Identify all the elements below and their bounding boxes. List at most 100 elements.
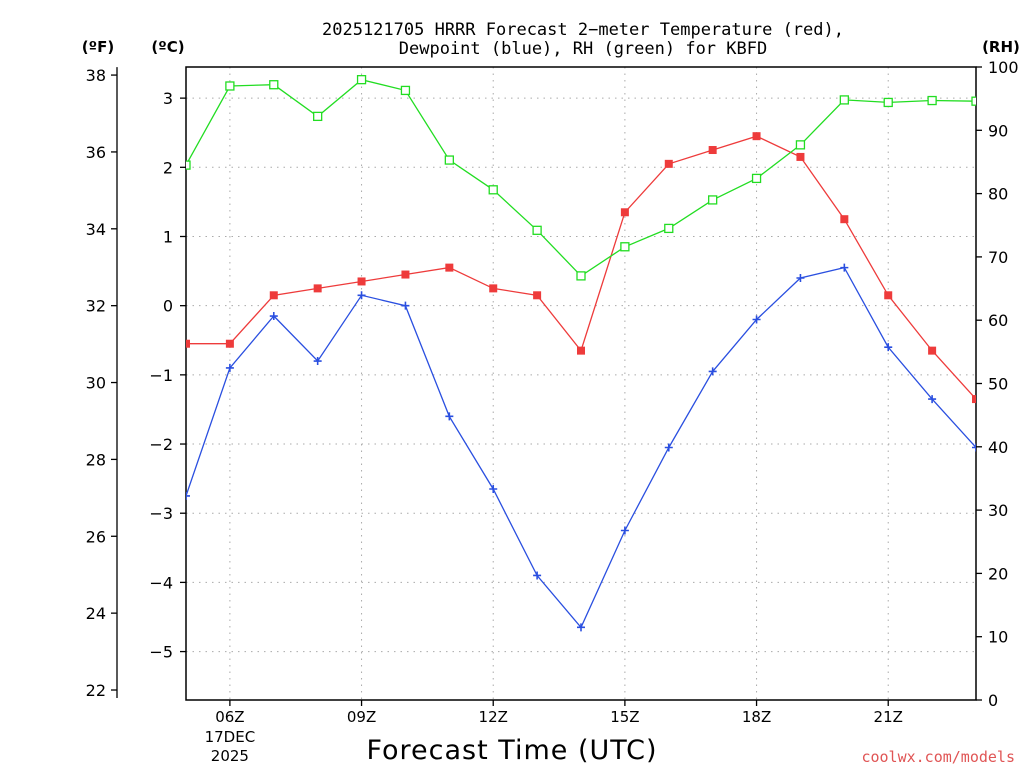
rh-tick-label: 20	[988, 564, 1008, 583]
rh-point	[269, 80, 279, 90]
temperature-point	[401, 270, 410, 279]
temperature-point	[884, 291, 893, 300]
chart-title-line1: 2025121705 HRRR Forecast 2−meter Tempera…	[322, 20, 844, 40]
fahrenheit-tick-label: 22	[86, 681, 106, 700]
dewpoint-point	[840, 263, 849, 272]
temperature-point	[357, 277, 366, 286]
dewpoint-point	[577, 623, 585, 632]
x-axis-label: Forecast Time (UTC)	[366, 735, 657, 766]
celsius-tick-label: 1	[163, 227, 173, 246]
x-tick-label: 09Z	[347, 708, 376, 726]
temperature-point	[533, 291, 542, 300]
fahrenheit-tick-label: 34	[86, 220, 106, 239]
fahrenheit-tick-label: 24	[86, 604, 106, 623]
rh-point	[839, 95, 849, 105]
dewpoint-point	[752, 315, 761, 324]
fahrenheit-tick-label: 30	[86, 374, 106, 393]
dewpoint-point	[928, 395, 937, 404]
rh-point	[488, 185, 498, 195]
celsius-tick-label: −5	[149, 643, 173, 662]
temperature-point	[708, 146, 717, 155]
celsius-tick-label: −4	[149, 573, 173, 592]
rh-tick-label: 50	[988, 375, 1008, 394]
rh-tick-label: 60	[988, 311, 1008, 330]
celsius-tick-label: −3	[149, 504, 173, 523]
dewpoint-point	[664, 443, 673, 452]
temperature-point	[840, 215, 849, 224]
temperature-point	[445, 263, 454, 272]
dewpoint-point	[708, 367, 717, 376]
rh-tick-label: 90	[988, 121, 1008, 140]
dewpoint-point	[884, 343, 893, 352]
rh-point	[927, 95, 937, 106]
rh-tick-label: 10	[988, 628, 1008, 647]
x-date-label: 17DEC	[205, 728, 256, 746]
rh-tick-label: 40	[988, 438, 1008, 457]
x-tick-label: 18Z	[742, 708, 771, 726]
temperature-line	[186, 135, 976, 400]
chart-title-line2: Dewpoint (blue), RH (green) for KBFD	[399, 39, 767, 59]
dewpoint-point	[445, 412, 454, 421]
fahrenheit-tick-label: 28	[86, 450, 106, 469]
rh-point	[751, 173, 762, 184]
rh-point	[532, 225, 542, 235]
x-tick-label: 12Z	[479, 708, 508, 726]
rh-tick-label: 70	[988, 248, 1008, 267]
rh-tick-label: 30	[988, 501, 1008, 520]
rh-tick-label: 80	[988, 185, 1008, 204]
x-tick-label: 15Z	[610, 708, 639, 726]
watermark: coolwx.com/models	[861, 748, 1015, 766]
gridlines	[186, 67, 976, 700]
rh-point	[664, 223, 674, 234]
celsius-tick-label: −1	[149, 366, 173, 385]
rh-point	[708, 195, 718, 205]
fahrenheit-unit-label: (ºF)	[82, 38, 114, 56]
temperature-point	[620, 208, 629, 217]
temperature-point	[752, 132, 761, 141]
celsius-tick-label: 2	[163, 158, 173, 177]
temperature-point	[489, 284, 498, 293]
temperature-point	[577, 346, 585, 355]
dewpoint-point	[225, 363, 234, 372]
rh-point	[795, 140, 806, 150]
temperature-point	[972, 395, 976, 404]
rh-point	[883, 97, 893, 108]
dewpoint-point	[489, 485, 498, 493]
rh-point	[313, 111, 323, 122]
dewpoint-point	[186, 491, 190, 500]
rh-point	[971, 96, 976, 106]
celsius-tick-label: 3	[163, 89, 173, 108]
rh-point	[400, 85, 411, 96]
dewpoint-point	[972, 443, 976, 452]
temperature-point	[269, 291, 278, 300]
dewpoint-line	[186, 266, 976, 629]
dewpoint-point	[357, 291, 366, 300]
dewpoint-point	[401, 301, 410, 310]
dewpoint-point	[533, 571, 542, 580]
dewpoint-point	[620, 526, 629, 535]
x-year-label: 2025	[211, 747, 249, 765]
temperature-point	[796, 152, 805, 161]
dewpoint-point	[796, 274, 805, 282]
fahrenheit-tick-label: 26	[86, 527, 106, 546]
dewpoint-point	[269, 312, 278, 321]
temperature-point	[664, 159, 673, 168]
fahrenheit-tick-label: 32	[86, 297, 106, 316]
fahrenheit-tick-label: 38	[86, 66, 106, 85]
fahrenheit-tick-label: 36	[86, 143, 106, 162]
rh-point	[186, 160, 191, 170]
temperature-point	[928, 346, 937, 355]
x-tick-label: 21Z	[874, 708, 903, 726]
rh-line	[186, 78, 976, 277]
temperature-point	[225, 339, 234, 348]
celsius-tick-label: 0	[163, 297, 173, 316]
rh-tick-label: 100	[988, 58, 1019, 77]
plot-frame	[185, 66, 977, 701]
rh-point	[444, 155, 454, 165]
rh-unit-label: (RH)	[982, 38, 1020, 56]
celsius-tick-label: −2	[149, 435, 173, 454]
temperature-point	[313, 284, 322, 293]
rh-tick-label: 0	[988, 691, 998, 710]
